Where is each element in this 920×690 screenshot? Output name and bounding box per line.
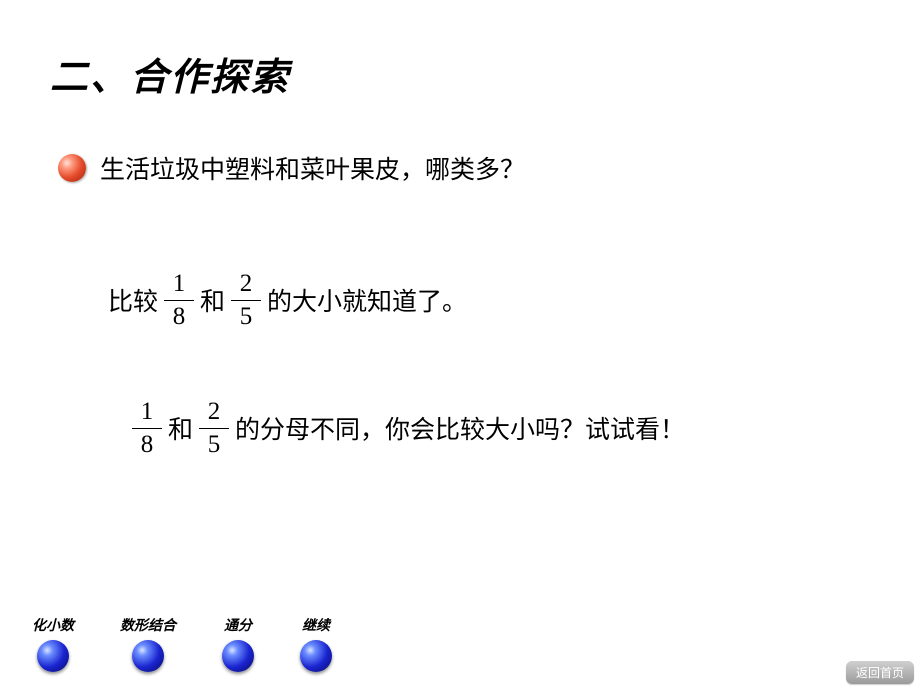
denominator: 8: [141, 431, 154, 459]
numerator: 1: [141, 398, 154, 426]
text-post: 的大小就知道了。: [267, 282, 467, 318]
fraction-1-8: 1 8: [164, 270, 194, 331]
numerator: 1: [173, 270, 186, 298]
nav-label: 数形结合: [120, 615, 176, 635]
nav-label: 继续: [302, 615, 330, 635]
numerator: 2: [240, 270, 253, 298]
section-title: 二、合作探索: [50, 46, 290, 101]
nav-label: 化小数: [32, 615, 74, 635]
fraction-bar: [132, 428, 162, 430]
sentence-1: 比较 1 8 和 2 5 的大小就知道了。: [108, 270, 467, 331]
fraction-bar: [199, 428, 229, 430]
fraction-2-5: 2 5: [199, 398, 229, 459]
fraction-bar: [164, 300, 194, 302]
text-mid: 和: [168, 410, 193, 446]
fraction-bar: [231, 300, 261, 302]
text-mid: 和: [200, 282, 225, 318]
nav-label: 通分: [224, 615, 252, 635]
nav-continue-button[interactable]: 继续: [300, 615, 332, 672]
numerator: 2: [208, 398, 221, 426]
text-pre: 比较: [108, 282, 158, 318]
question-row: 生活垃圾中塑料和菜叶果皮，哪类多？: [58, 150, 525, 186]
sphere-icon: [132, 640, 164, 672]
sphere-icon: [222, 640, 254, 672]
bullet-icon: [58, 154, 86, 182]
question-text: 生活垃圾中塑料和菜叶果皮，哪类多？: [100, 150, 525, 186]
return-home-button[interactable]: 返回首页: [846, 661, 914, 684]
sentence-2: 1 8 和 2 5 的分母不同，你会比较大小吗？试试看！: [126, 398, 685, 459]
denominator: 5: [208, 431, 221, 459]
fraction-1-8: 1 8: [132, 398, 162, 459]
sphere-icon: [300, 640, 332, 672]
nav-shape-button[interactable]: 数形结合: [120, 615, 176, 672]
fraction-2-5: 2 5: [231, 270, 261, 331]
sphere-icon: [37, 640, 69, 672]
text-post: 的分母不同，你会比较大小吗？试试看！: [235, 410, 685, 446]
nav-decimal-button[interactable]: 化小数: [32, 615, 74, 672]
denominator: 5: [240, 303, 253, 331]
nav-common-denominator-button[interactable]: 通分: [222, 615, 254, 672]
nav-button-row: 化小数 数形结合 通分 继续: [32, 615, 332, 672]
denominator: 8: [173, 303, 186, 331]
